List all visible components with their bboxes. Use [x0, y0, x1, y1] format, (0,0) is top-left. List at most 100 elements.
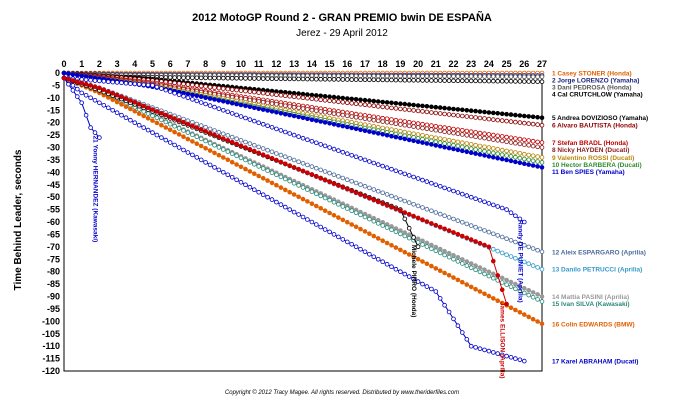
- data-point: [393, 206, 399, 212]
- data-point: [318, 119, 324, 124]
- data-point: [477, 130, 483, 136]
- data-point: [433, 182, 439, 188]
- data-point: [468, 114, 474, 120]
- x-tick-label: 24: [484, 59, 494, 69]
- data-point: [451, 216, 456, 222]
- data-point: [216, 134, 222, 140]
- data-point: [504, 236, 509, 242]
- data-point: [256, 90, 262, 95]
- data-point: [420, 259, 425, 264]
- rider-label: 13 Danilo PETRUCCI (Aprilia): [552, 267, 642, 274]
- data-point: [212, 165, 217, 170]
- rider-label: 15 Ivan SILVA (Kawasaki): [552, 301, 630, 308]
- data-point: [384, 73, 390, 79]
- data-point: [504, 153, 509, 158]
- data-point: [190, 139, 195, 144]
- data-point: [154, 132, 160, 138]
- data-point: [260, 166, 266, 171]
- x-tick-label: 15: [325, 59, 335, 69]
- data-point: [136, 82, 142, 87]
- data-point: [451, 126, 456, 132]
- data-point: [340, 204, 346, 209]
- data-point: [119, 80, 124, 86]
- data-point: [362, 116, 368, 121]
- data-point: [300, 161, 306, 166]
- data-point: [172, 124, 177, 129]
- data-point: [313, 96, 319, 102]
- data-point: [265, 100, 270, 106]
- data-point: [318, 167, 324, 173]
- data-point: [477, 74, 483, 79]
- data-point: [429, 263, 434, 269]
- data-point: [358, 97, 363, 103]
- data-point: [212, 104, 217, 110]
- data-point: [287, 178, 293, 184]
- data-point: [380, 119, 386, 124]
- data-point: [535, 122, 540, 127]
- data-point: [415, 139, 421, 145]
- x-tick-label: 26: [519, 59, 529, 69]
- data-point: [260, 152, 266, 158]
- data-point: [79, 90, 84, 96]
- y-tick-label: -10: [47, 93, 60, 103]
- data-point: [495, 151, 501, 157]
- data-point: [433, 110, 439, 116]
- data-point: [358, 247, 363, 252]
- data-point: [97, 78, 102, 84]
- y-tick-label: -45: [47, 180, 60, 190]
- data-point: [442, 144, 447, 150]
- data-point: [114, 110, 120, 115]
- data-point: [163, 137, 169, 143]
- data-point: [349, 77, 355, 82]
- data-point: [468, 108, 474, 113]
- data-point: [451, 130, 456, 136]
- data-point: [486, 116, 492, 122]
- data-point: [468, 78, 474, 84]
- data-point: [473, 130, 478, 135]
- data-point: [477, 115, 483, 121]
- data-point: [526, 261, 531, 267]
- data-point: [305, 107, 310, 112]
- data-point: [212, 97, 217, 102]
- data-point: [468, 261, 474, 266]
- data-point: [495, 273, 501, 278]
- data-point: [424, 244, 430, 249]
- data-point: [406, 119, 412, 125]
- data-point: [504, 277, 509, 283]
- data-point: [375, 236, 381, 241]
- data-point: [464, 74, 470, 79]
- data-point: [207, 96, 213, 101]
- data-point: [229, 151, 235, 157]
- data-point: [349, 179, 355, 184]
- data-point: [495, 138, 501, 143]
- x-tick-label: 25: [502, 59, 512, 69]
- data-point: [349, 188, 355, 194]
- data-point: [163, 87, 169, 93]
- data-point: [437, 246, 443, 252]
- data-point: [477, 148, 483, 153]
- data-point: [327, 170, 332, 176]
- data-point: [367, 185, 372, 191]
- data-point: [92, 98, 98, 103]
- data-point: [446, 272, 452, 278]
- data-point: [221, 108, 226, 113]
- data-point: [344, 219, 350, 225]
- data-point: [234, 162, 239, 167]
- data-point: [362, 77, 368, 82]
- data-point: [504, 157, 509, 163]
- data-point: [344, 100, 350, 106]
- data-point: [477, 143, 483, 149]
- data-point: [433, 210, 439, 215]
- data-point: [221, 86, 226, 91]
- data-point: [327, 179, 332, 185]
- data-point: [384, 105, 390, 110]
- data-point: [424, 284, 430, 289]
- data-point: [384, 120, 390, 125]
- data-point: [367, 231, 372, 237]
- data-point: [420, 238, 425, 244]
- data-point: [362, 214, 368, 220]
- data-point: [278, 111, 284, 116]
- data-point: [247, 147, 253, 152]
- data-point: [535, 164, 540, 169]
- data-point: [406, 173, 412, 178]
